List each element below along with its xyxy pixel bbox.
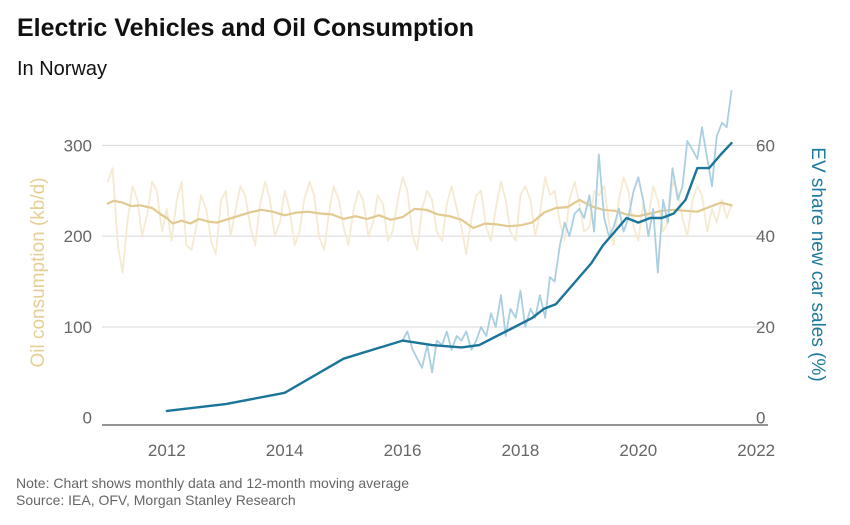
x-tick-label: 2012 [148,441,186,460]
y-axis-title: Oil consumption (kb/d) [28,177,49,367]
ev-moving-average-line [165,141,733,413]
y-tick-label: 300 [64,136,92,155]
source-text: Source: IEA, OFV, Morgan Stanley Researc… [16,492,296,508]
chart-title: Electric Vehicles and Oil Consumption [17,14,475,42]
x-tick-label: 2020 [619,441,657,460]
x-tick-label: 2022 [737,441,775,460]
oil-moving-average-line [106,198,733,230]
series-layer [106,90,733,413]
x-tick-label: 2016 [384,441,422,460]
x-tick-label: 2014 [266,441,304,460]
y2-tick-label: 20 [756,318,775,337]
chart-subtitle: In Norway [17,58,108,80]
y-tick-label: 0 [83,409,92,428]
y2-axis-title: EV share new car sales (%) [807,147,828,381]
y2-tick-label: 0 [756,409,765,428]
axes: 0 100 200 300 0 20 40 60 2012 2014 2016 2018 2020 202… [28,136,828,460]
gridlines [102,144,768,328]
x-tick-label: 2018 [502,441,540,460]
oil-monthly-line [107,167,733,274]
y-tick-label: 100 [64,318,92,337]
ev-monthly-line [401,90,733,374]
note-text: Note: Chart shows monthly data and 12-mo… [16,475,409,491]
y2-tick-label: 40 [756,227,775,246]
chart-footnote: Note: Chart shows monthly data and 12-mo… [16,475,409,509]
y-tick-label: 200 [64,227,92,246]
y2-tick-label: 60 [756,136,775,155]
